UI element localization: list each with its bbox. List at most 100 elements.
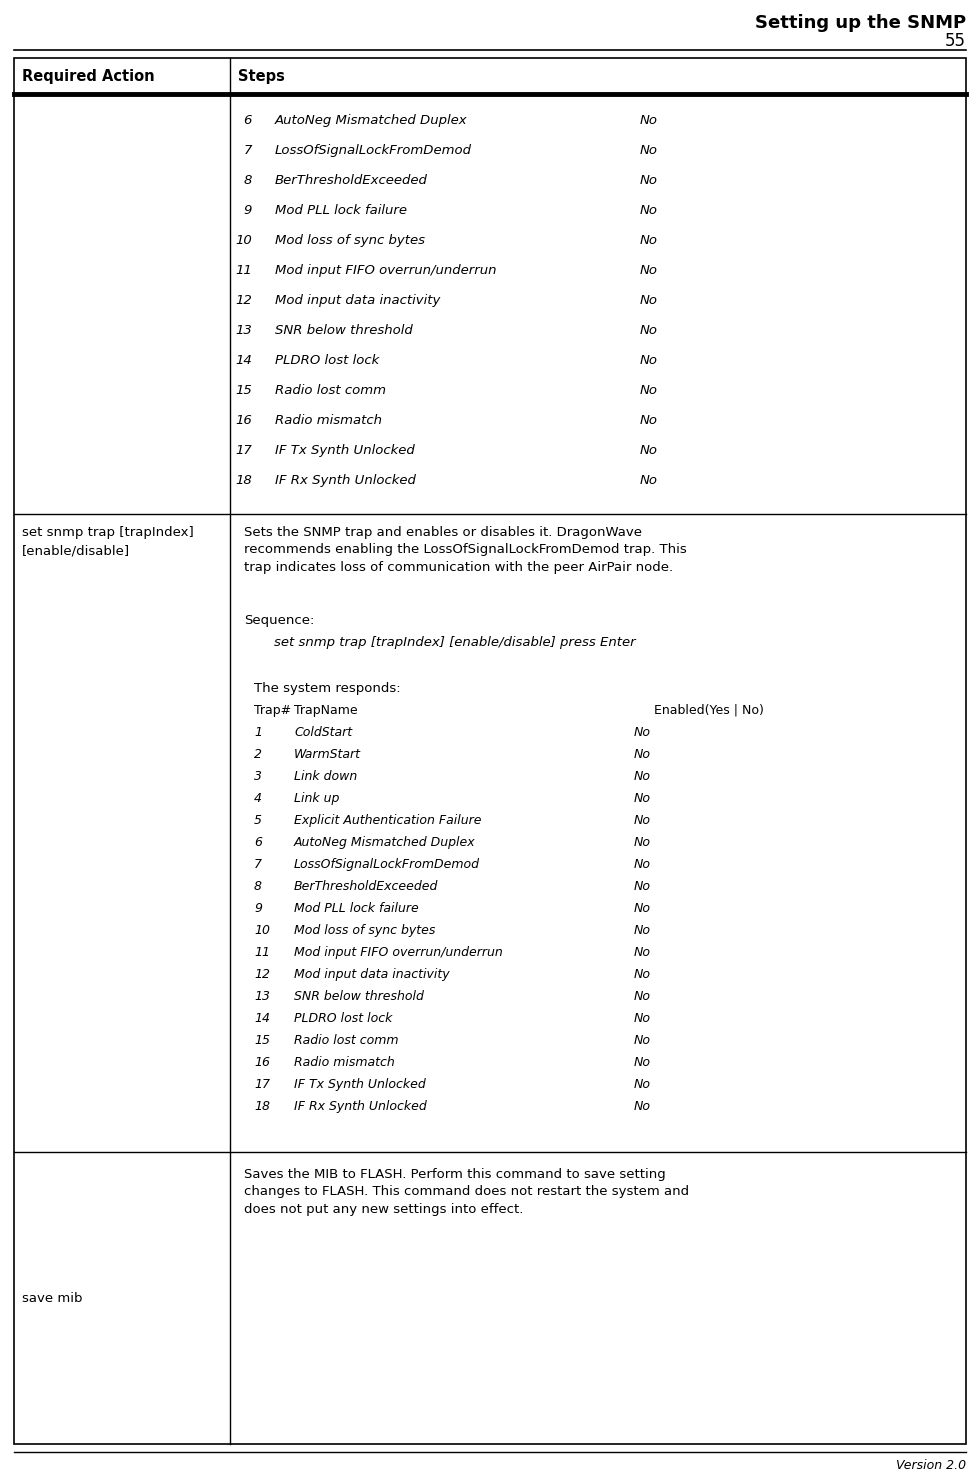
Text: No: No xyxy=(640,264,658,278)
Text: No: No xyxy=(640,324,658,337)
Text: 17: 17 xyxy=(235,444,252,457)
Text: set snmp trap [trapIndex] [enable/disable] press Enter: set snmp trap [trapIndex] [enable/disabl… xyxy=(274,637,636,649)
Text: AutoNeg Mismatched Duplex: AutoNeg Mismatched Duplex xyxy=(294,835,475,849)
Text: 1: 1 xyxy=(254,726,262,739)
Text: Enabled(Yes | No): Enabled(Yes | No) xyxy=(654,703,763,717)
Text: No: No xyxy=(634,1012,651,1025)
Text: 16: 16 xyxy=(235,414,252,427)
Text: SNR below threshold: SNR below threshold xyxy=(275,324,413,337)
Text: Mod input FIFO overrun/underrun: Mod input FIFO overrun/underrun xyxy=(275,264,497,278)
Text: 9: 9 xyxy=(254,902,262,916)
Text: No: No xyxy=(640,384,658,398)
Text: 3: 3 xyxy=(254,770,262,784)
Text: 8: 8 xyxy=(254,880,262,893)
Text: Steps: Steps xyxy=(238,68,285,83)
Text: Mod input data inactivity: Mod input data inactivity xyxy=(275,294,440,307)
Text: SNR below threshold: SNR below threshold xyxy=(294,990,424,1003)
Text: Mod input data inactivity: Mod input data inactivity xyxy=(294,968,450,981)
Text: No: No xyxy=(634,1100,651,1113)
Text: IF Rx Synth Unlocked: IF Rx Synth Unlocked xyxy=(275,473,416,487)
Text: No: No xyxy=(634,858,651,871)
Text: No: No xyxy=(640,174,658,187)
Text: Radio lost comm: Radio lost comm xyxy=(294,1034,399,1048)
Text: Saves the MIB to FLASH. Perform this command to save setting
changes to FLASH. T: Saves the MIB to FLASH. Perform this com… xyxy=(244,1168,689,1215)
Text: 12: 12 xyxy=(235,294,252,307)
Text: 10: 10 xyxy=(254,925,270,936)
Text: set snmp trap [trapIndex]
[enable/disable]: set snmp trap [trapIndex] [enable/disabl… xyxy=(22,525,194,558)
Text: TrapName: TrapName xyxy=(294,703,358,717)
Text: No: No xyxy=(634,990,651,1003)
Text: BerThresholdExceeded: BerThresholdExceeded xyxy=(294,880,438,893)
Text: Mod loss of sync bytes: Mod loss of sync bytes xyxy=(294,925,435,936)
Text: The system responds:: The system responds: xyxy=(254,683,401,695)
Text: Explicit Authentication Failure: Explicit Authentication Failure xyxy=(294,815,481,827)
Text: No: No xyxy=(640,294,658,307)
Text: 12: 12 xyxy=(254,968,270,981)
Text: 9: 9 xyxy=(244,203,252,217)
Text: PLDRO lost lock: PLDRO lost lock xyxy=(275,355,379,367)
Text: No: No xyxy=(634,968,651,981)
Text: BerThresholdExceeded: BerThresholdExceeded xyxy=(275,174,428,187)
Text: Trap#: Trap# xyxy=(254,703,291,717)
Text: IF Rx Synth Unlocked: IF Rx Synth Unlocked xyxy=(294,1100,426,1113)
Text: 55: 55 xyxy=(945,33,966,50)
Text: No: No xyxy=(640,473,658,487)
Text: No: No xyxy=(634,1057,651,1068)
Text: No: No xyxy=(640,444,658,457)
Text: Sequence:: Sequence: xyxy=(244,614,315,628)
Text: No: No xyxy=(634,945,651,959)
Text: 7: 7 xyxy=(244,144,252,157)
Text: 16: 16 xyxy=(254,1057,270,1068)
Text: save mib: save mib xyxy=(22,1291,82,1304)
Text: No: No xyxy=(634,792,651,804)
Text: 15: 15 xyxy=(235,384,252,398)
Text: Setting up the SNMP: Setting up the SNMP xyxy=(755,13,966,33)
Text: 15: 15 xyxy=(254,1034,270,1048)
Text: Link up: Link up xyxy=(294,792,339,804)
Text: Mod PLL lock failure: Mod PLL lock failure xyxy=(294,902,418,916)
Text: Mod loss of sync bytes: Mod loss of sync bytes xyxy=(275,234,425,246)
Text: 4: 4 xyxy=(254,792,262,804)
Text: Radio mismatch: Radio mismatch xyxy=(294,1057,395,1068)
Text: No: No xyxy=(640,114,658,128)
Text: No: No xyxy=(640,355,658,367)
Text: No: No xyxy=(640,234,658,246)
Text: Sets the SNMP trap and enables or disables it. DragonWave
recommends enabling th: Sets the SNMP trap and enables or disabl… xyxy=(244,525,687,574)
Text: Mod input FIFO overrun/underrun: Mod input FIFO overrun/underrun xyxy=(294,945,503,959)
Text: ColdStart: ColdStart xyxy=(294,726,352,739)
Text: 2: 2 xyxy=(254,748,262,761)
Text: No: No xyxy=(640,144,658,157)
Text: 18: 18 xyxy=(254,1100,270,1113)
Text: No: No xyxy=(634,726,651,739)
Text: 11: 11 xyxy=(254,945,270,959)
Text: No: No xyxy=(634,1077,651,1091)
Text: 17: 17 xyxy=(254,1077,270,1091)
Text: Link down: Link down xyxy=(294,770,358,784)
Text: 13: 13 xyxy=(254,990,270,1003)
Text: 6: 6 xyxy=(254,835,262,849)
Text: No: No xyxy=(634,902,651,916)
Text: Radio mismatch: Radio mismatch xyxy=(275,414,382,427)
Text: 18: 18 xyxy=(235,473,252,487)
Text: No: No xyxy=(634,880,651,893)
Text: LossOfSignalLockFromDemod: LossOfSignalLockFromDemod xyxy=(294,858,480,871)
Text: AutoNeg Mismatched Duplex: AutoNeg Mismatched Duplex xyxy=(275,114,467,128)
Text: No: No xyxy=(634,770,651,784)
Text: WarmStart: WarmStart xyxy=(294,748,361,761)
Text: 5: 5 xyxy=(254,815,262,827)
Text: No: No xyxy=(634,1034,651,1048)
Text: 13: 13 xyxy=(235,324,252,337)
Text: Mod PLL lock failure: Mod PLL lock failure xyxy=(275,203,407,217)
Text: 14: 14 xyxy=(254,1012,270,1025)
Text: 14: 14 xyxy=(235,355,252,367)
Text: No: No xyxy=(640,414,658,427)
Text: 6: 6 xyxy=(244,114,252,128)
Text: No: No xyxy=(634,835,651,849)
Text: No: No xyxy=(640,203,658,217)
Text: Required Action: Required Action xyxy=(22,68,155,83)
Text: Version 2.0: Version 2.0 xyxy=(896,1459,966,1472)
Text: 10: 10 xyxy=(235,234,252,246)
Text: IF Tx Synth Unlocked: IF Tx Synth Unlocked xyxy=(275,444,415,457)
Text: 11: 11 xyxy=(235,264,252,278)
Text: No: No xyxy=(634,815,651,827)
